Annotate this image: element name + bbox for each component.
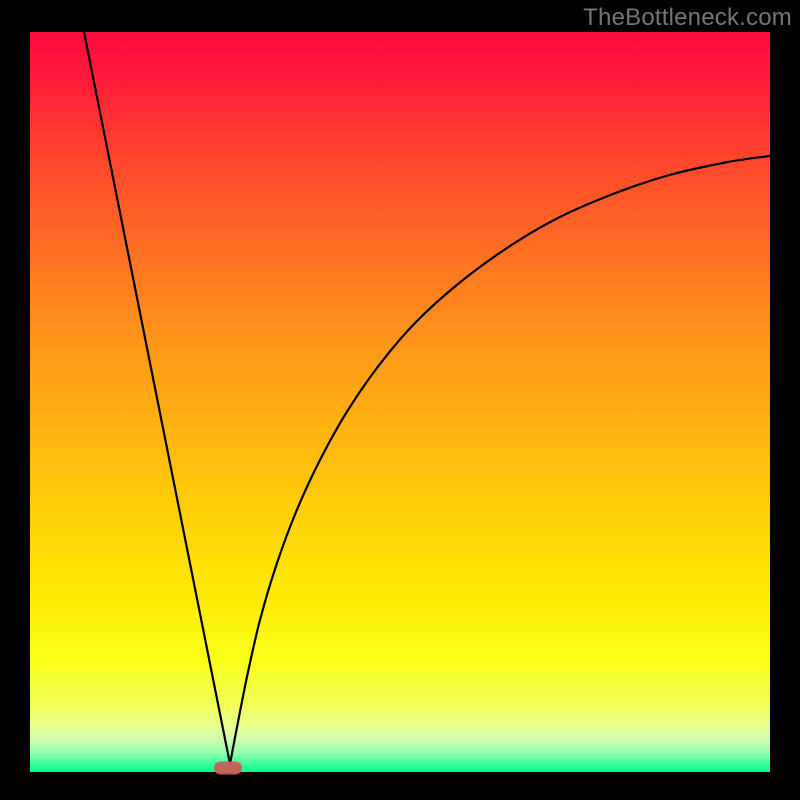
plot-area: [30, 32, 770, 775]
plot-svg: [0, 0, 800, 800]
gradient-background: [30, 32, 770, 772]
optimum-marker: [214, 762, 242, 775]
chart-root: TheBottleneck.com: [0, 0, 800, 800]
watermark-text: TheBottleneck.com: [583, 4, 792, 32]
